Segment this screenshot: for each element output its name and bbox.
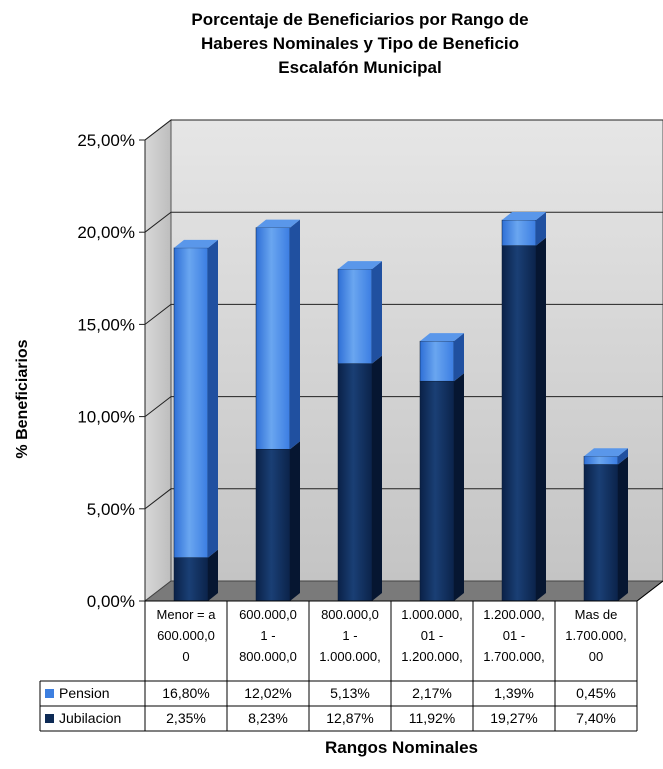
x-tick-label: 1.200.000,: [401, 649, 462, 664]
x-tick-label: 1.200.000,: [483, 607, 544, 622]
bar-pension-side: [290, 220, 300, 450]
data-label: 7,40%: [576, 710, 616, 726]
bar-jubilacion-side: [208, 550, 218, 601]
bar-jubilacion-side: [372, 356, 382, 601]
x-tick-label: Menor = a: [157, 607, 217, 622]
legend-label: Pension: [59, 685, 110, 701]
x-tick-label: 1.000.000,: [319, 649, 380, 664]
bar-pension-side: [208, 240, 218, 558]
bar-stack: [584, 448, 628, 601]
legend-label: Jubilacion: [59, 710, 121, 726]
bar-jubilacion-side: [454, 373, 464, 601]
bar-jubilacion-side: [290, 441, 300, 601]
x-tick-label: 1 -: [260, 628, 275, 643]
data-label: 5,13%: [330, 685, 370, 701]
bar-stack: [174, 240, 218, 601]
data-label: 2,17%: [412, 685, 452, 701]
x-tick-label: 800.000,0: [239, 649, 297, 664]
bar-pension: [256, 228, 290, 450]
data-label: 1,39%: [494, 685, 534, 701]
x-tick-label: 600.000,0: [239, 607, 297, 622]
data-label: 12,87%: [326, 710, 373, 726]
y-tick-label: 10,00%: [77, 408, 135, 427]
y-tick-label: 5,00%: [87, 500, 135, 519]
bar-jubilacion-side: [536, 238, 546, 601]
bar-pension-side: [454, 333, 464, 381]
data-label: 2,35%: [166, 710, 206, 726]
x-tick-label: Mas de: [575, 607, 618, 622]
bar-pension: [174, 248, 208, 558]
bar-stack: [256, 220, 300, 601]
bar-stack: [420, 333, 464, 601]
x-tick-label: 1.700.000,: [483, 649, 544, 664]
x-tick-label: 1 -: [342, 628, 357, 643]
data-label: 0,45%: [576, 685, 616, 701]
x-tick-label: 01 -: [421, 628, 443, 643]
bar-stack: [502, 212, 546, 601]
bar-jubilacion: [502, 246, 536, 601]
data-label: 11,92%: [409, 710, 455, 726]
side-wall: [145, 120, 171, 601]
bar-pension: [502, 220, 536, 246]
bar-jubilacion: [584, 465, 618, 601]
y-tick-label: 25,00%: [77, 131, 135, 150]
x-tick-label: 00: [589, 649, 603, 664]
bar-jubilacion: [338, 364, 372, 601]
bar-jubilacion-side: [618, 457, 628, 601]
x-tick-label: 1.700.000,: [565, 628, 626, 643]
data-label: 19,27%: [490, 710, 537, 726]
y-tick-label: 0,00%: [87, 592, 135, 611]
bar-pension-side: [372, 261, 382, 364]
bar-jubilacion: [256, 449, 290, 601]
bar-jubilacion: [174, 558, 208, 601]
x-tick-label: 600.000,0: [157, 628, 215, 643]
data-label: 16,80%: [162, 685, 209, 701]
x-tick-label: 0: [182, 649, 189, 664]
x-tick-label: 1.000.000,: [401, 607, 462, 622]
bar-pension: [420, 341, 454, 381]
bar-stack: [338, 261, 382, 601]
bar-jubilacion: [420, 381, 454, 601]
legend-swatch: [45, 714, 54, 723]
bar-pension: [584, 456, 618, 464]
data-label: 12,02%: [244, 685, 291, 701]
x-axis-label: Rangos Nominales: [140, 738, 663, 758]
data-label: 8,23%: [248, 710, 288, 726]
y-tick-label: 15,00%: [77, 315, 135, 334]
y-tick-label: 20,00%: [77, 223, 135, 242]
bar-pension: [338, 269, 372, 364]
x-tick-label: 800.000,0: [321, 607, 379, 622]
x-tick-label: 01 -: [503, 628, 525, 643]
legend-swatch: [45, 689, 54, 698]
